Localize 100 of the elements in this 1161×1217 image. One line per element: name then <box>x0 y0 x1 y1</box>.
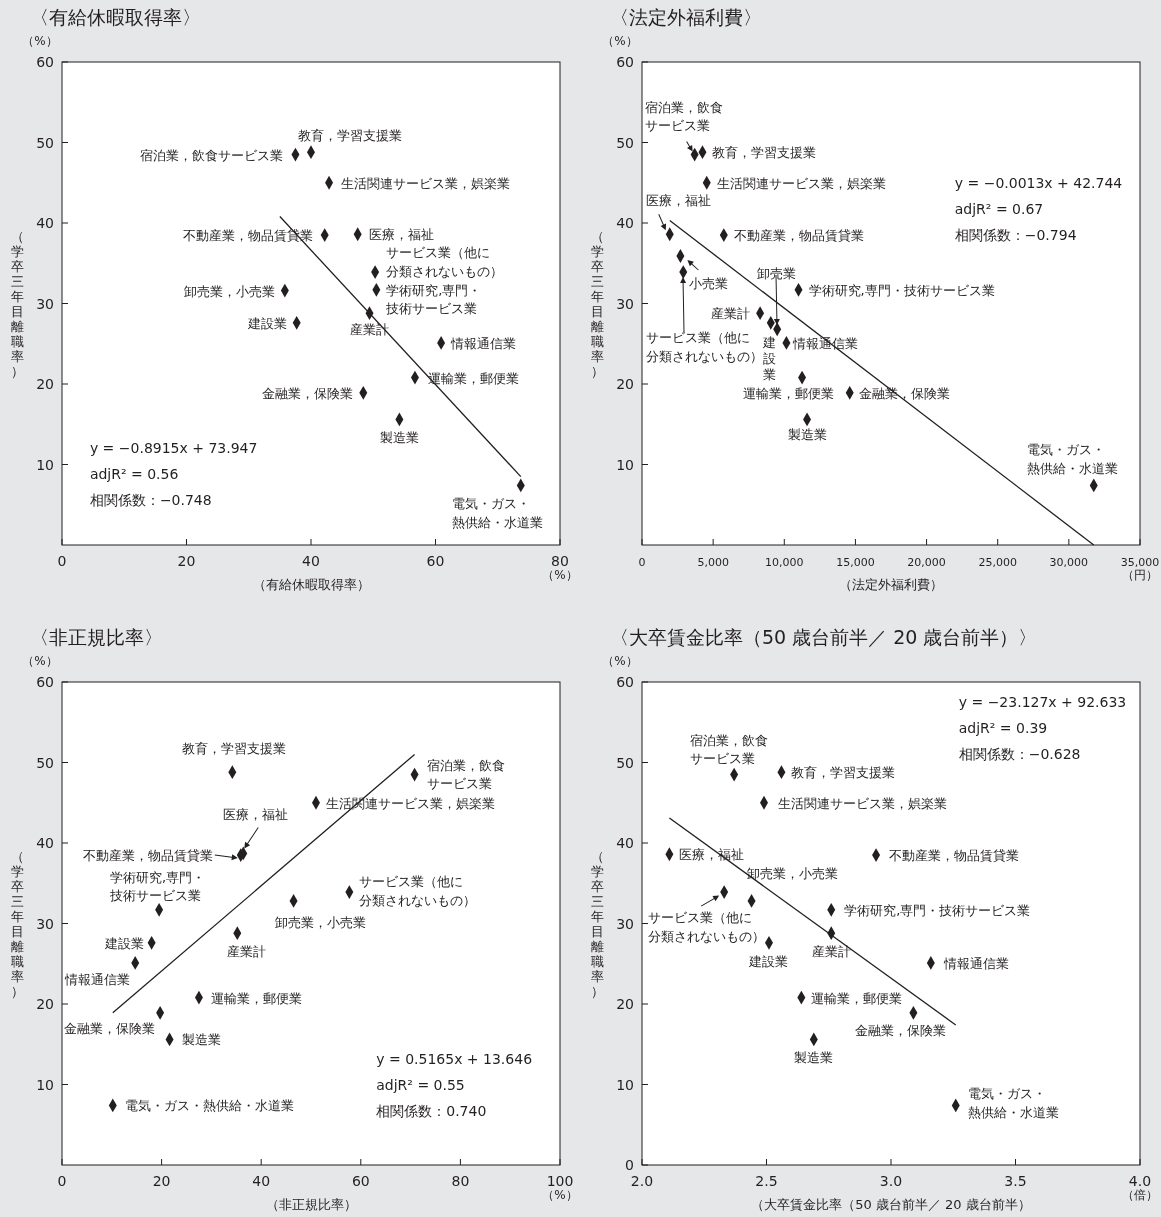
x-tick-label: 40 <box>252 1173 271 1189</box>
x-tick-label: 15,000 <box>836 556 875 569</box>
text: （%） <box>542 568 578 582</box>
y-tick-label: 30 <box>36 915 54 932</box>
y-tick-label: 20 <box>36 376 54 392</box>
y-tick-label: 40 <box>616 215 634 231</box>
annotation: 産業計 <box>811 944 851 960</box>
y-tick-label: 10 <box>36 456 54 473</box>
text: （学卒三年目離職率） <box>590 229 604 379</box>
x-tick-label: 4.0 <box>1128 1173 1152 1189</box>
annotation: 建設業 <box>246 315 287 331</box>
x-tick-label: 0 <box>638 556 646 569</box>
annotation: 運輸業，郵便業 <box>811 990 903 1006</box>
x-tick-label: 80 <box>551 553 569 569</box>
y-tick-label: 10 <box>616 1076 634 1093</box>
text: （%） <box>602 654 638 668</box>
annotation: 宿泊業，飲食サービス業 <box>644 99 723 134</box>
annotation: 生活関連サービス業，娯楽業 <box>778 795 948 811</box>
annotation: 金融業，保険業 <box>858 385 950 401</box>
annotation: サービス業（他に分類されないもの） <box>386 245 504 279</box>
y-tick-label: 30 <box>36 295 54 312</box>
annotation: 電気・ガス・熱供給・水道業 <box>124 1098 294 1114</box>
text: （%） <box>542 1188 578 1202</box>
annotation: 不動産業，物品賃貸業 <box>82 848 213 864</box>
annotation: 相関係数：−0.794 <box>954 226 1077 243</box>
annotation: 情報通信業 <box>942 955 1009 971</box>
annotation: 運輸業，郵便業 <box>210 990 302 1006</box>
annotation: 不動産業，物品賃貸業 <box>182 228 313 244</box>
annotation: 宿泊業，飲食サービス業 <box>140 147 284 163</box>
y-tick-label: 60 <box>616 674 634 690</box>
annotation: 卸売業，小売業 <box>746 865 838 881</box>
y-tick-label: 10 <box>36 1076 54 1093</box>
annotation: 卸売業，小売業 <box>274 914 366 930</box>
annotation: 製造業 <box>379 430 419 446</box>
x-tick-label: 20,000 <box>907 556 946 569</box>
x-tick-label: 40 <box>302 553 320 569</box>
x-tick-label: 80 <box>451 1173 470 1189</box>
y-tick-label: 0 <box>625 1157 634 1173</box>
annotation: サービス業（他に分類されないもの） <box>648 910 766 944</box>
annotation: 電気・ガス・熱供給・水道業 <box>967 1086 1059 1120</box>
y-tick-label: 10 <box>616 456 634 473</box>
annotation: 運輸業，郵便業 <box>743 385 835 401</box>
annotation: 産業計 <box>711 306 751 322</box>
chart-title: 〈法定外福利費〉 <box>610 6 762 28</box>
annotation: 教育，学習支援業 <box>791 765 896 781</box>
y-tick-label: 40 <box>36 835 54 851</box>
annotation: 製造業 <box>181 1032 221 1048</box>
annotation: 相関係数：−0.628 <box>958 746 1081 763</box>
x-tick-label: 0 <box>57 1173 67 1189</box>
x-tick-label: 3.0 <box>879 1173 903 1189</box>
annotation: adjR² = 0.55 <box>376 1076 465 1093</box>
x-tick-label: 100 <box>546 1173 574 1189</box>
annotation: y = −23.127x + 92.633 <box>958 694 1127 711</box>
x-axis-title: （非正規比率） <box>265 1197 357 1212</box>
y-tick-label: 50 <box>616 754 634 771</box>
annotation: サービス業（他に分類されないもの） <box>359 874 477 908</box>
annotation: adjR² = 0.56 <box>89 466 179 483</box>
text: （%） <box>22 34 58 48</box>
text: （円） <box>1122 568 1158 582</box>
annotation: y = 0.5165x + 13.646 <box>376 1050 533 1067</box>
y-tick-label: 50 <box>36 754 54 771</box>
annotation: 不動産業，物品賃貸業 <box>889 848 1020 864</box>
annotation: 卸売業 <box>756 266 796 281</box>
annotation: 運輸業，郵便業 <box>427 370 519 386</box>
annotation: 情報通信業 <box>792 335 859 351</box>
annotation: 金融業，保険業 <box>64 1020 156 1036</box>
x-tick-label: 35,000 <box>1120 556 1160 569</box>
annotation: 情報通信業 <box>450 335 517 351</box>
text: （学卒三年目離職率） <box>10 229 24 379</box>
annotation: y = −0.8915x + 73.947 <box>89 440 258 457</box>
annotation: adjR² = 0.67 <box>954 200 1044 217</box>
y-tick-label: 30 <box>616 915 634 932</box>
annotation: adjR² = 0.39 <box>958 720 1048 737</box>
annotation: 電気・ガス・熱供給・水道業 <box>1026 442 1118 476</box>
annotation: 宿泊業，飲食サービス業 <box>426 757 505 792</box>
chart-title: 〈有給休暇取得率〉 <box>30 6 201 28</box>
annotation: 産業計 <box>226 944 266 960</box>
x-tick-label: 60 <box>426 553 445 569</box>
x-axis-title: （大卒賃金比率（50 歳台前半／ 20 歳台前半） <box>751 1197 1031 1212</box>
y-tick-label: 20 <box>616 376 634 392</box>
y-tick-label: 30 <box>616 295 634 312</box>
y-tick-label: 20 <box>36 996 54 1012</box>
x-tick-label: 20 <box>152 1173 171 1189</box>
annotation: 建設業 <box>748 953 789 969</box>
chart-title: 〈非正規比率〉 <box>30 626 163 648</box>
annotation: 教育，学習支援業 <box>712 145 817 161</box>
text: （%） <box>602 34 638 48</box>
annotation: 相関係数：−0.748 <box>89 492 212 509</box>
annotation: サービス業（他に分類されないもの） <box>646 330 763 364</box>
annotation: 製造業 <box>787 427 827 443</box>
annotation: y = −0.0013x + 42.744 <box>954 174 1123 191</box>
x-tick-label: 60 <box>351 1173 370 1189</box>
text: （%） <box>22 654 58 668</box>
x-tick-label: 0 <box>57 553 67 569</box>
annotation: 医療，福祉 <box>222 807 288 823</box>
annotation: 電気・ガス・熱供給・水道業 <box>451 496 543 530</box>
annotation: 建設業 <box>103 935 144 951</box>
text: （倍） <box>1122 1188 1158 1202</box>
x-axis-title: （有給休暇取得率） <box>252 577 370 592</box>
y-tick-label: 20 <box>616 996 634 1012</box>
